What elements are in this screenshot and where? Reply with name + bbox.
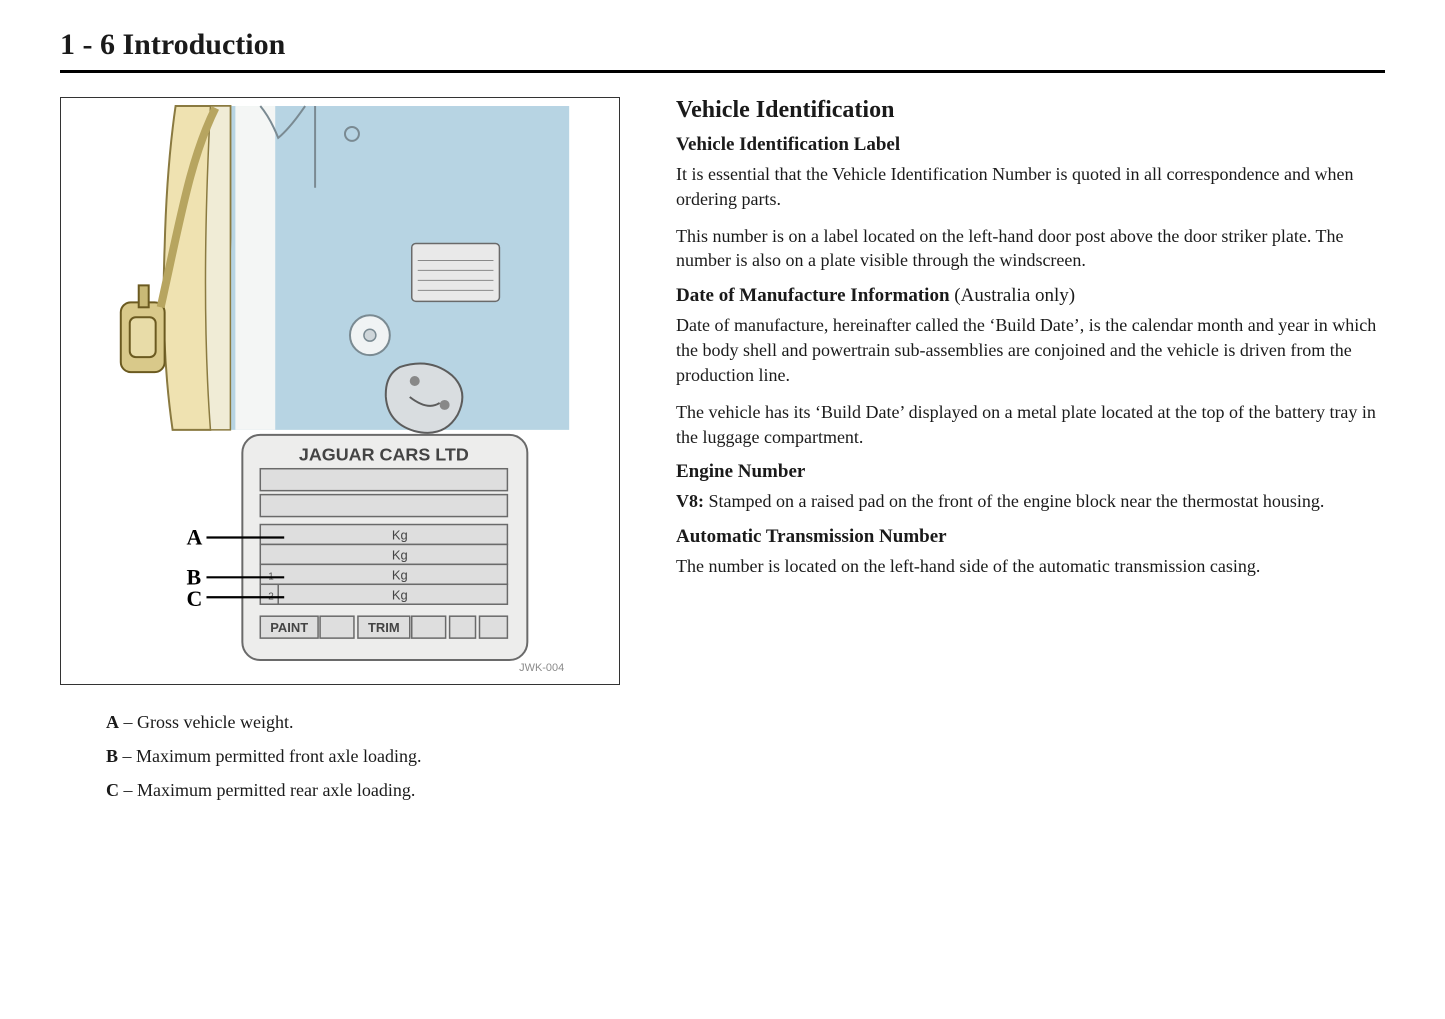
figure-legend: A – Gross vehicle weight. B – Maximum pe…	[106, 705, 620, 808]
engine-variant-label: V8:	[676, 491, 704, 511]
legend-text: – Maximum permitted rear axle loading.	[119, 780, 415, 800]
left-column: JAGUAR CARS LTD 1	[60, 97, 620, 808]
paragraph: The number is located on the left-hand s…	[676, 554, 1385, 579]
svg-text:JWK-004: JWK-004	[519, 662, 564, 674]
legend-item-c: C – Maximum permitted rear axle loading.	[106, 773, 620, 807]
paragraph: Date of manufacture, hereinafter called …	[676, 313, 1385, 387]
page-title: 1 - 6 Introduction	[60, 28, 1385, 62]
svg-text:C: C	[187, 586, 203, 611]
subsection-heading-vin-label: Vehicle Identification Label	[676, 134, 1385, 156]
legend-key: C	[106, 780, 119, 800]
legend-key: B	[106, 746, 118, 766]
legend-item-b: B – Maximum permitted front axle loading…	[106, 739, 620, 773]
svg-text:TRIM: TRIM	[368, 620, 400, 635]
section-heading: Vehicle Identification	[676, 97, 1385, 124]
horizontal-rule	[60, 70, 1385, 73]
svg-text:Kg: Kg	[392, 527, 408, 542]
paragraph: This number is on a label located on the…	[676, 224, 1385, 274]
vin-illustration-icon: JAGUAR CARS LTD 1	[61, 98, 619, 684]
document-page: 1 - 6 Introduction	[0, 0, 1445, 1019]
legend-key: A	[106, 712, 119, 732]
svg-text:Kg: Kg	[392, 547, 408, 562]
paragraph: The vehicle has its ‘Build Date’ display…	[676, 400, 1385, 450]
legend-text: – Gross vehicle weight.	[119, 712, 293, 732]
paragraph: V8: Stamped on a raised pad on the front…	[676, 489, 1385, 514]
paragraph: It is essential that the Vehicle Identif…	[676, 162, 1385, 212]
legend-text: – Maximum permitted front axle loading.	[118, 746, 421, 766]
legend-item-a: A – Gross vehicle weight.	[106, 705, 620, 739]
subsection-heading-build-date: Date of Manufacture Information (Austral…	[676, 285, 1385, 307]
subsection-heading-transmission-number: Automatic Transmission Number	[676, 526, 1385, 548]
subsection-heading-engine-number: Engine Number	[676, 461, 1385, 483]
two-column-layout: JAGUAR CARS LTD 1	[60, 97, 1385, 808]
svg-text:PAINT: PAINT	[270, 620, 308, 635]
svg-text:Kg: Kg	[392, 587, 408, 602]
svg-text:A: A	[187, 524, 203, 549]
subsection-title-text: Date of Manufacture Information	[676, 285, 950, 306]
right-column: Vehicle Identification Vehicle Identific…	[676, 97, 1385, 808]
vin-label-figure: JAGUAR CARS LTD 1	[60, 97, 620, 685]
paragraph-text: Stamped on a raised pad on the front of …	[704, 491, 1324, 511]
svg-text:JAGUAR CARS LTD: JAGUAR CARS LTD	[299, 445, 469, 465]
svg-text:Kg: Kg	[392, 567, 408, 582]
subsection-note: (Australia only)	[950, 285, 1076, 306]
